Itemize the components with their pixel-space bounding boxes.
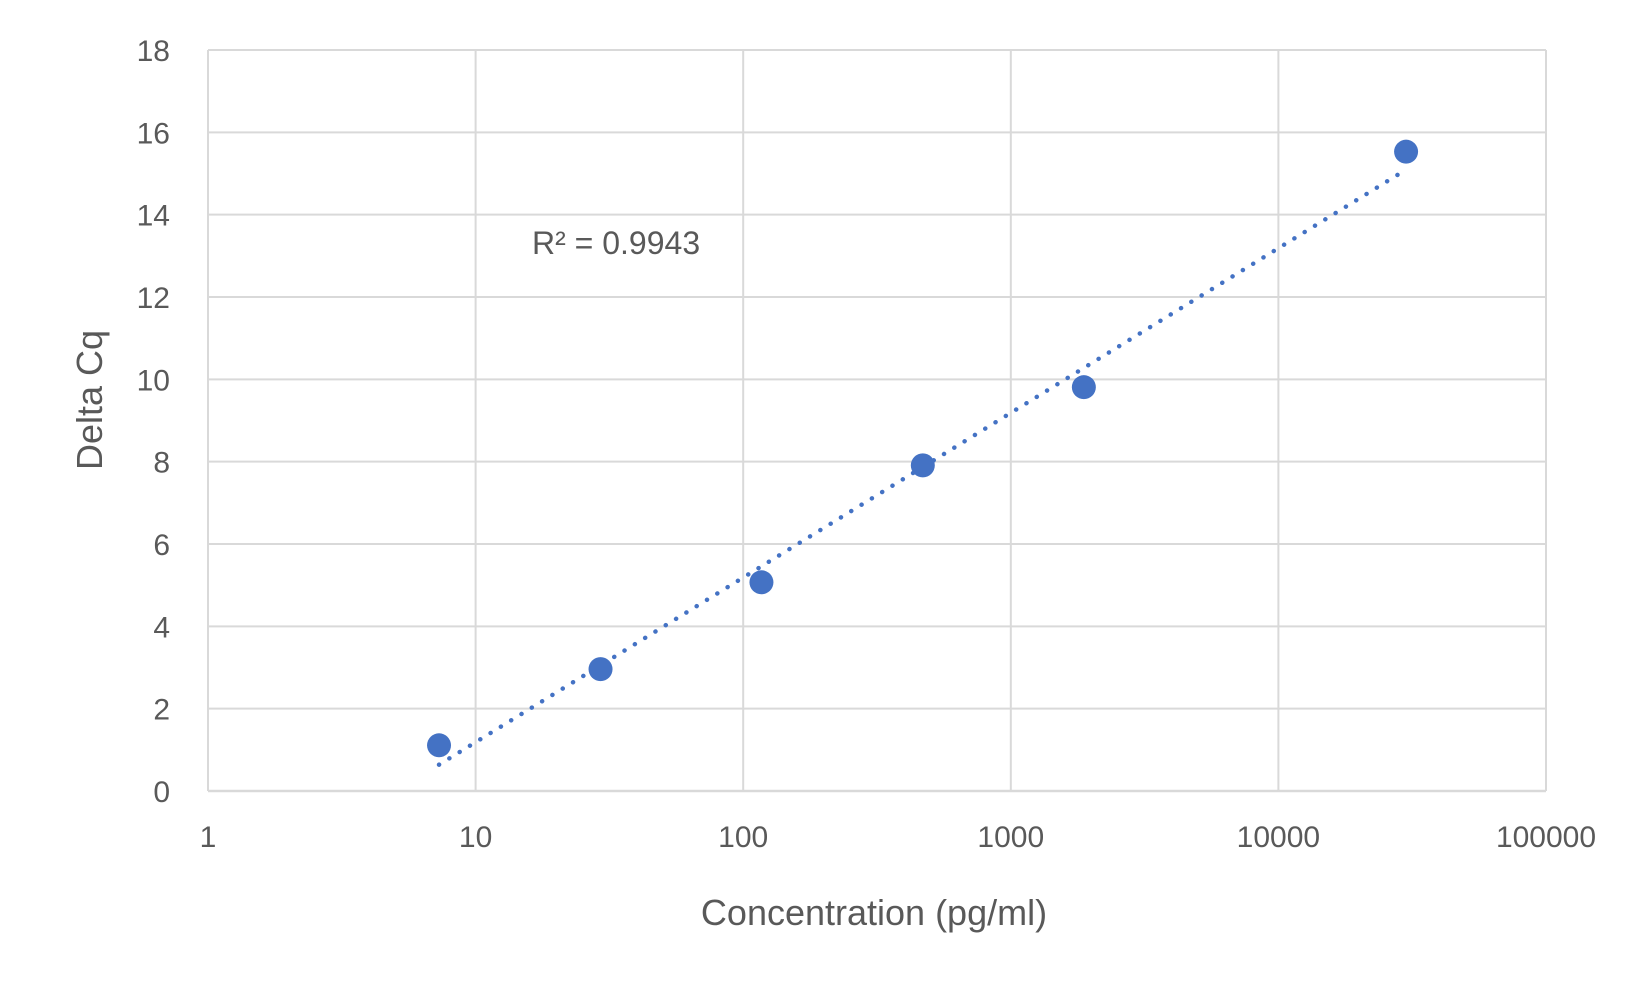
y-tick-label: 0 [153, 776, 170, 809]
y-tick-label: 10 [137, 364, 170, 397]
data-point [749, 570, 774, 595]
data-point [1394, 139, 1419, 164]
y-tick-label: 16 [137, 117, 170, 150]
y-tick-label: 18 [137, 35, 170, 68]
y-tick-label: 8 [153, 447, 170, 480]
y-tick-label: 12 [137, 282, 170, 315]
x-axis-title: Concentration (pg/ml) [701, 892, 1047, 933]
y-tick-label: 4 [153, 611, 170, 644]
x-axis-ticks: 1 10 100 1000 10000 100000 [200, 821, 1596, 854]
gridlines [207, 49, 1547, 793]
x-tick-label: 10 [459, 821, 492, 854]
x-tick-label: 10000 [1237, 821, 1320, 854]
y-axis-ticks: 0 2 4 6 8 10 12 14 16 18 [137, 35, 170, 809]
r-squared-label: R² = 0.9943 [532, 225, 700, 261]
data-points [427, 139, 1419, 758]
x-tick-label: 100 [718, 821, 768, 854]
x-tick-label: 1 [200, 821, 217, 854]
data-point [588, 657, 613, 682]
data-point [427, 733, 452, 758]
data-point [910, 453, 935, 478]
y-axis-title: Delta Cq [69, 330, 110, 470]
x-tick-label: 1000 [977, 821, 1044, 854]
y-tick-label: 14 [137, 200, 170, 233]
x-tick-label: 100000 [1496, 821, 1596, 854]
data-point [1071, 375, 1096, 400]
y-tick-label: 6 [153, 529, 170, 562]
y-tick-label: 2 [153, 694, 170, 727]
